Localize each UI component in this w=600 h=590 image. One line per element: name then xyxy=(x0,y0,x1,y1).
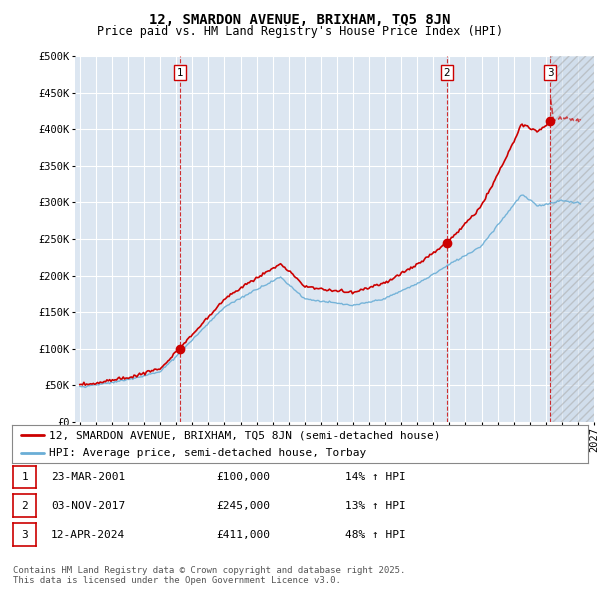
Text: 23-MAR-2001: 23-MAR-2001 xyxy=(51,472,125,481)
Text: 48% ↑ HPI: 48% ↑ HPI xyxy=(345,530,406,539)
Text: 1: 1 xyxy=(21,472,28,481)
Text: £100,000: £100,000 xyxy=(216,472,270,481)
Text: £411,000: £411,000 xyxy=(216,530,270,539)
Text: 14% ↑ HPI: 14% ↑ HPI xyxy=(345,472,406,481)
Text: 03-NOV-2017: 03-NOV-2017 xyxy=(51,501,125,510)
Text: 1: 1 xyxy=(176,67,183,77)
Text: 2: 2 xyxy=(443,67,450,77)
Text: 12, SMARDON AVENUE, BRIXHAM, TQ5 8JN (semi-detached house): 12, SMARDON AVENUE, BRIXHAM, TQ5 8JN (se… xyxy=(49,430,441,440)
Text: 3: 3 xyxy=(547,67,554,77)
Text: 12-APR-2024: 12-APR-2024 xyxy=(51,530,125,539)
Text: HPI: Average price, semi-detached house, Torbay: HPI: Average price, semi-detached house,… xyxy=(49,448,367,458)
Text: 3: 3 xyxy=(21,530,28,539)
Text: Price paid vs. HM Land Registry's House Price Index (HPI): Price paid vs. HM Land Registry's House … xyxy=(97,25,503,38)
Text: 12, SMARDON AVENUE, BRIXHAM, TQ5 8JN: 12, SMARDON AVENUE, BRIXHAM, TQ5 8JN xyxy=(149,13,451,27)
Text: £245,000: £245,000 xyxy=(216,501,270,510)
Text: Contains HM Land Registry data © Crown copyright and database right 2025.
This d: Contains HM Land Registry data © Crown c… xyxy=(13,566,406,585)
Text: 13% ↑ HPI: 13% ↑ HPI xyxy=(345,501,406,510)
Text: 2: 2 xyxy=(21,501,28,510)
